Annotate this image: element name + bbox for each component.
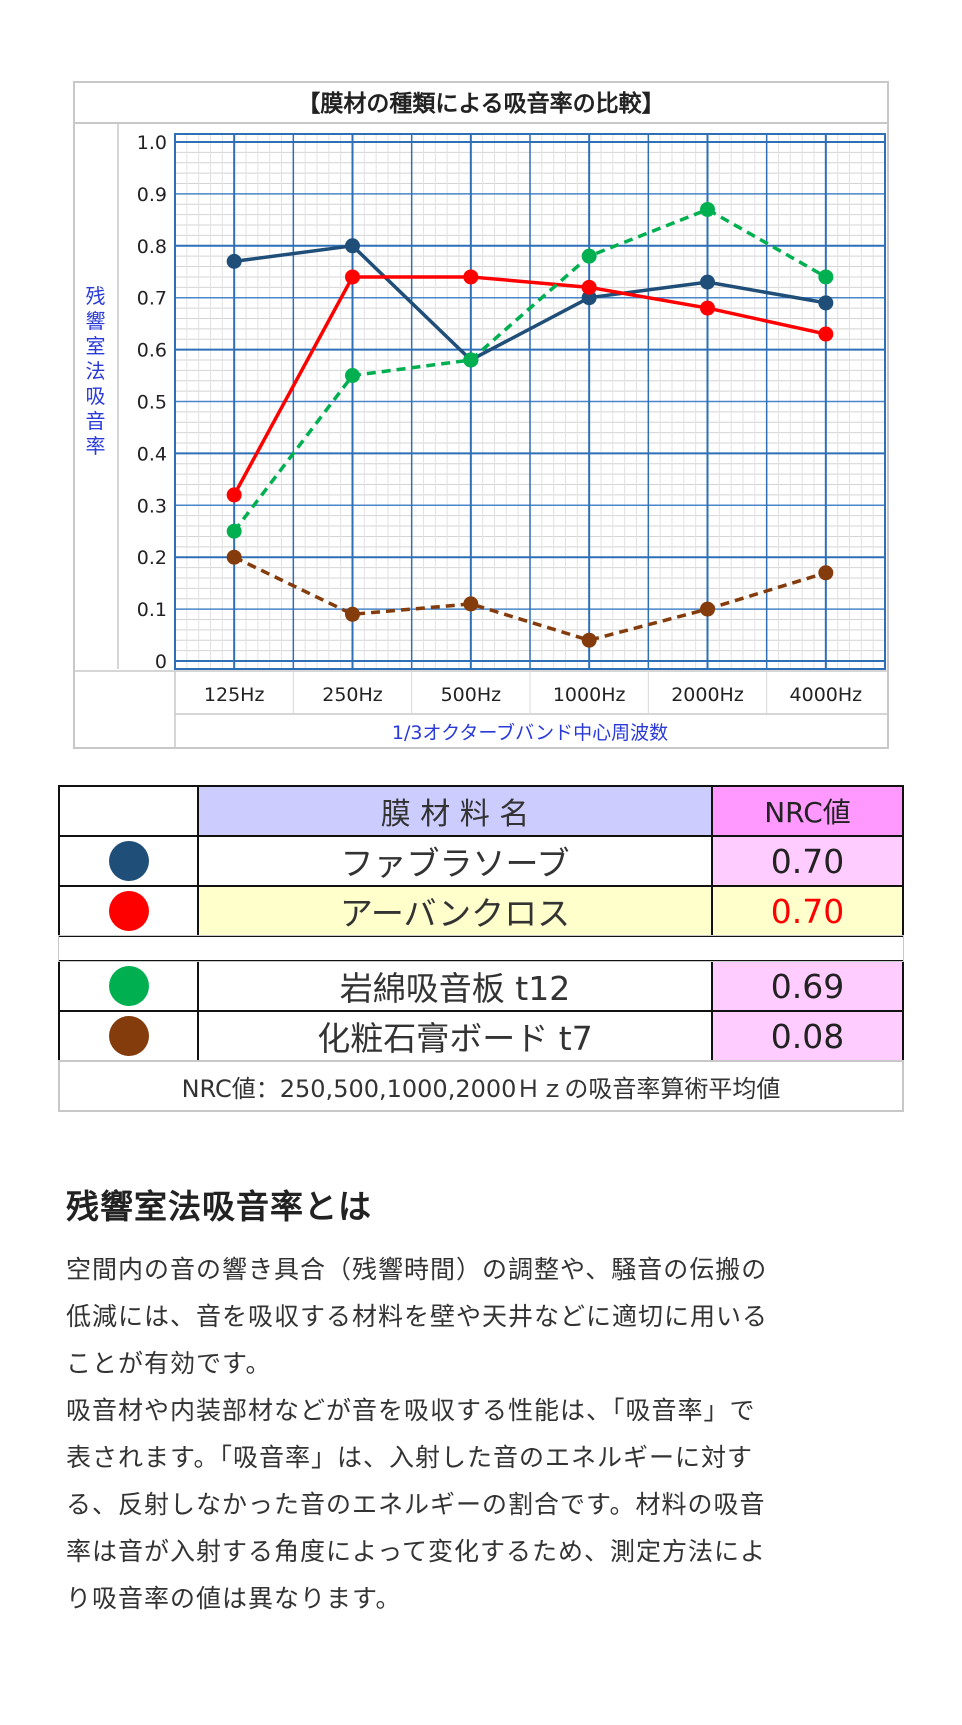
article-line: 空間内の音の響き具合（残響時間）の調整や、騒音の伝搬の bbox=[66, 1255, 768, 1284]
row-nrc-cell-text: 0.69 bbox=[770, 966, 845, 1006]
x-tick-label: 500Hz bbox=[441, 684, 502, 706]
x-axis-label: 1/3オクターブバンド中心周波数 bbox=[392, 721, 668, 744]
series-point-0 bbox=[226, 253, 242, 269]
series-point-3 bbox=[463, 596, 479, 612]
article-line: 低減には、音を吸収する材料を壁や天井などに適切に用いる bbox=[66, 1302, 769, 1331]
row-name-cell-text: アーバンクロス bbox=[339, 894, 571, 933]
series-point-3 bbox=[581, 632, 597, 648]
article-heading: 残響室法吸音率とは bbox=[66, 1187, 372, 1226]
x-tick-label: 1000Hz bbox=[553, 684, 626, 706]
legend-dot bbox=[108, 1016, 149, 1056]
chart-frame bbox=[73, 81, 889, 749]
row-nrc-cell: 0.70 bbox=[711, 885, 904, 937]
article-line: る、反射しなかった音のエネルギーの割合です。材料の吸音 bbox=[66, 1490, 766, 1519]
series-point-3 bbox=[818, 565, 834, 581]
row-marker-cell bbox=[58, 960, 199, 1012]
row-spacer bbox=[58, 935, 904, 962]
row-name-cell-text: ファブラソーブ bbox=[340, 844, 570, 883]
series-point-2 bbox=[700, 201, 715, 217]
y-tick-label: 1.0 bbox=[137, 132, 167, 154]
y-tick-label: 0.3 bbox=[137, 495, 167, 517]
row-name-cell: ファブラソーブ bbox=[197, 835, 713, 887]
row-marker-cell bbox=[58, 1010, 199, 1062]
y-axis-label-char: 残 bbox=[86, 284, 106, 308]
series-line-1 bbox=[232, 275, 827, 496]
legend-dot bbox=[108, 891, 149, 931]
article-line: 吸音材や内装部材などが音を吸収する性能は、「吸音率」で bbox=[66, 1396, 756, 1425]
y-tick-label: 0.7 bbox=[137, 288, 167, 310]
x-tick-label: 125Hz bbox=[204, 684, 265, 706]
y-tick-label: 0.4 bbox=[137, 443, 167, 465]
absorption-chart: 【膜材の種類による吸音率の比較】 1.0 0.9 0.8 0.7 0.6 0.5 0.4 0.3… bbox=[73, 81, 889, 749]
y-tick-label: 0.6 bbox=[137, 340, 167, 362]
series-point-1 bbox=[581, 279, 597, 295]
article-line: ことが有効です。 bbox=[66, 1349, 272, 1378]
chart-svg: 【膜材の種類による吸音率の比較】 1.0 0.9 0.8 0.7 0.6 0.5 0.4 0.3… bbox=[73, 81, 889, 749]
series-line-3 bbox=[233, 555, 827, 642]
row-name-cell-text: 岩綿吸音板 t12 bbox=[339, 969, 571, 1008]
y-axis-label-char: 響 bbox=[86, 309, 106, 333]
legend-dot bbox=[108, 966, 149, 1006]
series-line-2 bbox=[232, 207, 827, 533]
row-nrc-cell-text: 0.70 bbox=[770, 841, 845, 881]
y-tick-label: 0.8 bbox=[137, 236, 167, 258]
y-tick-label: 0.1 bbox=[137, 599, 167, 621]
series-point-3 bbox=[226, 549, 242, 565]
row-name-cell-text: 化粧石膏ボード t7 bbox=[317, 1019, 593, 1058]
series-point-2 bbox=[226, 523, 242, 539]
row-nrc-cell: 0.69 bbox=[711, 960, 904, 1012]
footnote-cell-text: NRC値：250,500,1000,2000Ｈｚの吸音率算術平均値 bbox=[181, 1074, 781, 1103]
series-point-0 bbox=[818, 295, 834, 311]
row-nrc-cell: 0.08 bbox=[711, 1010, 904, 1062]
article-line: 表されます。「吸音率」は、入射した音のエネルギーに対す bbox=[66, 1443, 754, 1472]
series-point-1 bbox=[463, 269, 479, 285]
header-name-cell: 膜 材 料 名 bbox=[197, 785, 713, 837]
series-point-3 bbox=[700, 601, 715, 617]
y-axis-label-char: 率 bbox=[86, 434, 106, 458]
y-axis-label-char: 吸 bbox=[86, 384, 106, 408]
series-point-0 bbox=[700, 274, 715, 290]
series-point-2 bbox=[818, 269, 834, 285]
plot-border bbox=[174, 133, 886, 670]
row-name-cell: 岩綿吸音板 t12 bbox=[197, 960, 713, 1012]
series-point-1 bbox=[700, 300, 715, 316]
header-nrc-cell-text: NRC値 bbox=[764, 796, 851, 829]
series-point-2 bbox=[581, 248, 597, 264]
series-point-1 bbox=[226, 487, 242, 503]
row-name-cell: アーバンクロス bbox=[197, 885, 713, 937]
y-axis-label-char: 音 bbox=[86, 409, 106, 433]
header-nrc-cell: NRC値 bbox=[711, 785, 904, 837]
series-point-2 bbox=[345, 368, 360, 384]
x-tick-label: 250Hz bbox=[322, 684, 383, 706]
row-nrc-cell-text: 0.70 bbox=[770, 891, 845, 931]
header-empty-cell bbox=[58, 785, 199, 837]
series-point-1 bbox=[818, 326, 834, 342]
legend-dot bbox=[108, 841, 149, 881]
y-axis-label-char: 室 bbox=[86, 334, 106, 358]
series-point-1 bbox=[345, 269, 360, 285]
y-tick-label: 0.5 bbox=[137, 392, 167, 414]
row-marker-cell bbox=[58, 835, 199, 887]
y-axis-label-char: 法 bbox=[86, 359, 106, 383]
nrc-table: 膜 材 料 名 NRC値ファブラソーブ 0.70 アーバンクロス 0.70 岩綿吸音板 t… bbox=[58, 785, 904, 1113]
header-name-cell-text: 膜 材 料 名 bbox=[380, 797, 530, 832]
article-line: 率は音が入射する角度によって変化するため、測定方法によ bbox=[66, 1537, 767, 1566]
article-line: り吸音率の値は異なります。 bbox=[66, 1584, 402, 1613]
series-point-2 bbox=[463, 352, 479, 368]
series-point-0 bbox=[345, 238, 360, 254]
row-nrc-cell-text: 0.08 bbox=[770, 1016, 845, 1056]
series-point-0 bbox=[581, 290, 597, 306]
footnote-cell: NRC値：250,500,1000,2000Ｈｚの吸音率算術平均値 bbox=[58, 1060, 904, 1112]
row-nrc-cell: 0.70 bbox=[711, 835, 904, 887]
series-point-3 bbox=[345, 606, 360, 622]
x-tick-label: 2000Hz bbox=[671, 684, 744, 706]
x-tick-label: 4000Hz bbox=[790, 684, 863, 706]
y-tick-label: 0.9 bbox=[137, 184, 167, 206]
y-tick-label: 0 bbox=[155, 651, 167, 673]
chart-title: 【膜材の種類による吸音率の比較】 bbox=[297, 90, 664, 117]
row-name-cell: 化粧石膏ボード t7 bbox=[197, 1010, 713, 1062]
series-line-0 bbox=[233, 244, 827, 362]
y-tick-label: 0.2 bbox=[137, 547, 167, 569]
row-marker-cell bbox=[58, 885, 199, 937]
